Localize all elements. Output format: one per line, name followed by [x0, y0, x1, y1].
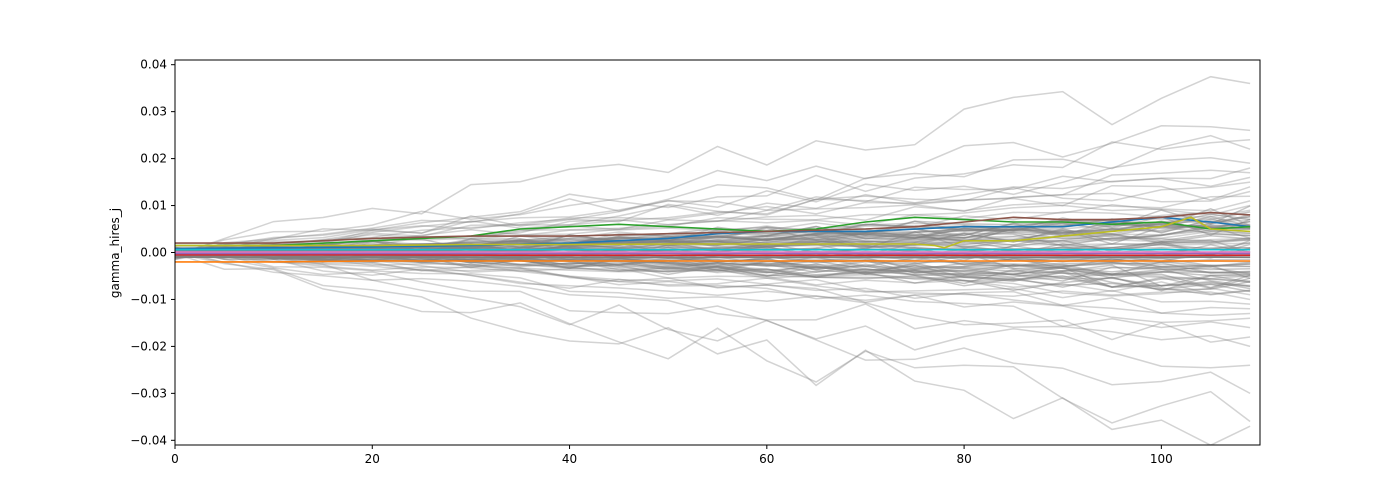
background-series-line	[175, 134, 1251, 251]
series-line	[175, 216, 1251, 249]
background-series-line	[175, 252, 1251, 424]
background-series-line	[175, 252, 1251, 445]
x-tick-label: 100	[1150, 452, 1173, 466]
background-series-line	[175, 139, 1251, 259]
series-line	[175, 211, 1251, 244]
x-tick-label: 40	[562, 452, 577, 466]
background-series-line	[175, 125, 1251, 256]
background-series-line	[175, 250, 1251, 271]
background-series-line	[175, 246, 1251, 329]
y-axis-label: gamma_hires_j	[108, 208, 122, 298]
background-series-line	[175, 181, 1251, 260]
y-tick-label: −0.01	[130, 292, 167, 306]
background-series-line	[175, 190, 1251, 249]
background-series-line	[175, 75, 1251, 256]
series-line	[175, 254, 1251, 257]
background-series-line	[175, 247, 1251, 324]
background-series-line	[175, 253, 1251, 293]
background-series-line	[175, 248, 1251, 288]
background-series-line	[175, 248, 1251, 278]
series-line	[175, 260, 1251, 263]
background-series-line	[175, 248, 1251, 280]
background-series-line	[175, 184, 1251, 260]
background-series-line	[175, 220, 1251, 256]
y-tick-label: 0.04	[140, 58, 167, 72]
y-tick-label: −0.02	[130, 339, 167, 353]
y-tick-label: 0.02	[140, 152, 167, 166]
background-series-line	[175, 169, 1251, 253]
background-series-line	[175, 248, 1251, 276]
y-tick-label: 0.00	[140, 246, 167, 260]
background-series-line	[175, 213, 1251, 258]
background-series-line	[175, 247, 1251, 317]
background-series-line	[175, 230, 1251, 258]
background-series-line	[175, 157, 1251, 253]
y-tick-label: 0.03	[140, 105, 167, 119]
background-series-line	[175, 254, 1251, 343]
background-series-line	[175, 167, 1251, 249]
background-series-line	[175, 251, 1251, 395]
x-tick-label: 60	[759, 452, 774, 466]
y-axis: 0.04 0.03 0.02 0.01 0.00 −0.01 −0.02 −0.03 −0.04	[130, 58, 175, 447]
background-series-line	[175, 249, 1251, 274]
background-series-line	[175, 247, 1251, 290]
background-series-line	[175, 224, 1251, 258]
x-tick-label: 20	[365, 452, 380, 466]
y-tick-label: −0.04	[130, 433, 167, 447]
background-series-line	[175, 176, 1251, 254]
background-series-line	[175, 252, 1251, 314]
background-series-line	[175, 253, 1251, 282]
background-series-line	[175, 249, 1251, 369]
background-series-line	[175, 207, 1251, 255]
background-series-line	[175, 250, 1251, 296]
x-tick-label: 80	[956, 452, 971, 466]
background-series-line	[175, 247, 1251, 291]
y-tick-label: 0.01	[140, 199, 167, 213]
x-tick-label: 0	[171, 452, 179, 466]
x-axis: 0 20 40 60 80 100	[171, 445, 1173, 466]
background-series-line	[175, 255, 1251, 305]
highlighted-series-group	[175, 211, 1251, 263]
background-series-line	[175, 246, 1251, 297]
background-series-line	[175, 249, 1251, 348]
background-series-line	[175, 253, 1251, 287]
y-tick-label: −0.03	[130, 386, 167, 400]
